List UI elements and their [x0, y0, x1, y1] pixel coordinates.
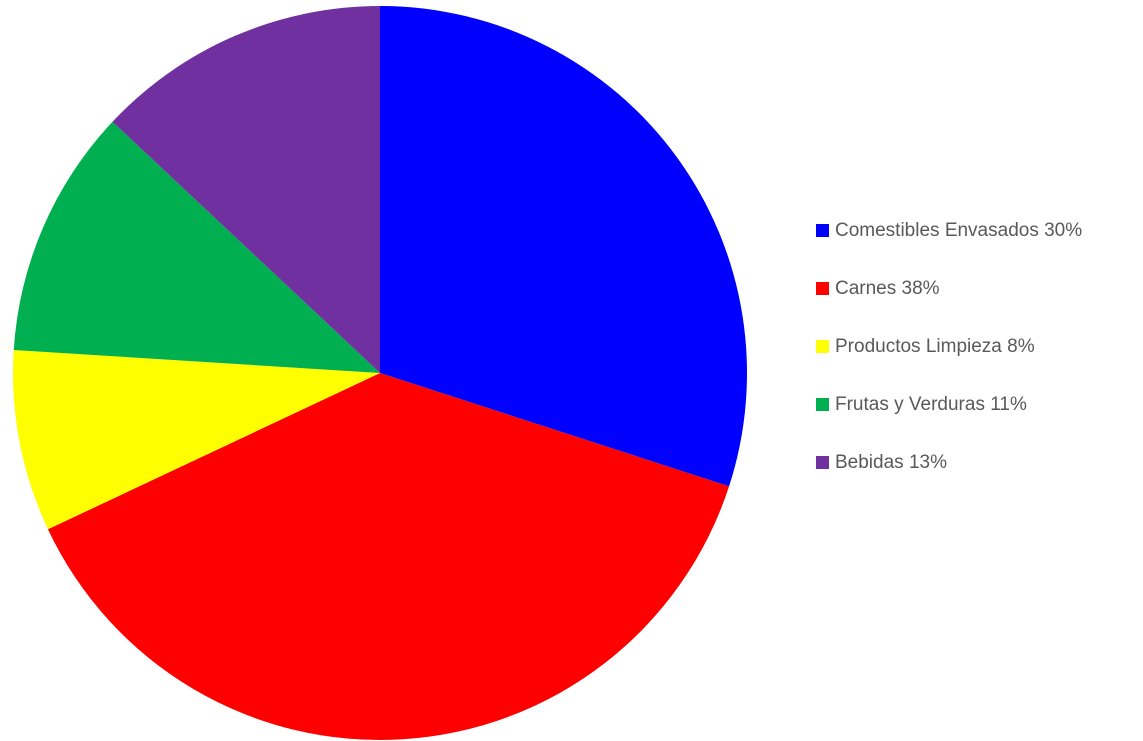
legend-item-bebidas: Bebidas 13% [816, 448, 1141, 477]
legend-item-comestibles-envasados: Comestibles Envasados 30% [816, 216, 1141, 245]
legend-label: Carnes 38% [835, 278, 940, 299]
pie-slices [12, 6, 748, 741]
pie-slice-comestibles-envasados-30 [380, 6, 748, 487]
legend-label: Productos Limpieza 8% [835, 336, 1035, 357]
pie-slice-productos-limpieza-8 [12, 349, 380, 530]
legend-item-productos-limpieza: Productos Limpieza 8% [816, 332, 1141, 361]
legend-swatch [816, 282, 829, 295]
legend-swatch [816, 340, 829, 353]
pie-plot-area [12, 6, 748, 741]
legend-label: Frutas y Verduras 11% [835, 394, 1027, 415]
legend-swatch [816, 224, 829, 237]
pie-slice-bebidas-13 [112, 6, 380, 373]
legend-label: Comestibles Envasados 30% [835, 220, 1083, 241]
legend-item-carnes: Carnes 38% [816, 274, 1141, 303]
pie-slice-carnes-38 [47, 373, 730, 741]
legend-swatch [816, 456, 829, 469]
legend: Comestibles Envasados 30% Carnes 38% Pro… [816, 216, 1141, 506]
legend-item-frutas-y-verduras: Frutas y Verduras 11% [816, 390, 1141, 419]
legend-swatch [816, 398, 829, 411]
legend-label: Bebidas 13% [835, 452, 947, 473]
pie-slice-frutas-y-verduras-11 [13, 121, 380, 374]
